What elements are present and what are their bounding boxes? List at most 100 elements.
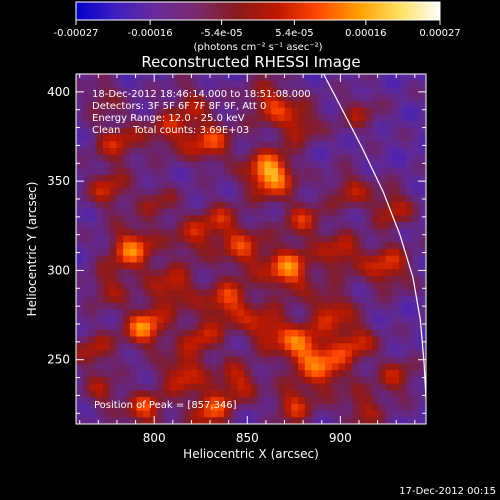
heatmap-cell xyxy=(331,94,339,102)
heatmap-cell xyxy=(304,417,312,424)
heatmap-cell xyxy=(257,168,265,176)
heatmap-cell xyxy=(203,262,212,270)
heatmap-cell xyxy=(419,403,426,411)
heatmap-cell xyxy=(412,134,420,142)
heatmap-cell xyxy=(271,87,279,95)
heatmap-cell xyxy=(217,269,225,277)
heatmap-cell xyxy=(338,215,346,223)
heatmap-cell xyxy=(203,403,212,411)
heatmap-cell xyxy=(136,269,144,277)
heatmap-cell xyxy=(176,148,185,156)
heatmap-cell xyxy=(284,228,292,236)
heatmap-cell xyxy=(109,94,117,102)
heatmap-cell xyxy=(338,289,346,297)
heatmap-cell xyxy=(392,195,400,203)
heatmap-cell xyxy=(419,201,426,210)
heatmap-cell xyxy=(277,376,286,385)
heatmap-cell xyxy=(419,188,426,196)
heatmap-cell xyxy=(76,87,84,95)
heatmap-cell xyxy=(150,269,158,277)
heatmap-cell xyxy=(298,87,306,95)
heatmap-cell xyxy=(163,269,171,277)
heatmap-cell xyxy=(412,181,420,189)
heatmap-cell xyxy=(197,215,205,223)
heatmap-cell xyxy=(284,282,292,290)
heatmap-cell xyxy=(392,255,400,263)
heatmap-cell xyxy=(318,336,326,344)
heatmap-cell xyxy=(176,275,185,284)
heatmap-cell xyxy=(230,121,238,129)
heatmap-cell xyxy=(150,74,158,82)
heatmap-cell xyxy=(378,134,387,142)
heatmap-cell xyxy=(123,201,131,210)
heatmap-cell xyxy=(311,242,319,250)
heatmap-cell xyxy=(351,154,360,162)
heatmap-cell xyxy=(116,397,124,405)
heatmap-cell xyxy=(102,403,111,411)
heatmap-cell xyxy=(311,141,319,149)
heatmap-cell xyxy=(325,249,333,257)
heatmap-cell xyxy=(277,195,286,203)
heatmap-cell xyxy=(89,127,97,135)
heatmap-cell xyxy=(150,195,158,203)
heatmap-cell xyxy=(163,349,171,358)
heatmap-cell xyxy=(392,201,400,210)
heatmap-cell xyxy=(284,235,292,243)
heatmap-cell xyxy=(372,390,380,398)
heatmap-cell xyxy=(197,87,205,95)
heatmap-cell xyxy=(264,262,272,270)
heatmap-cell xyxy=(123,107,131,115)
heatmap-cell xyxy=(150,168,158,176)
colorbar-tick-label: 0.00027 xyxy=(419,28,460,39)
heatmap-cell xyxy=(163,289,171,297)
heatmap-cell xyxy=(405,215,413,223)
heatmap-cell xyxy=(176,141,185,149)
heatmap-cell xyxy=(96,336,104,344)
heatmap-cell xyxy=(183,174,191,183)
heatmap-cell xyxy=(244,349,252,358)
heatmap-cell xyxy=(405,80,413,88)
heatmap-cell xyxy=(156,161,164,169)
heatmap-cell xyxy=(325,141,333,149)
heatmap-cell xyxy=(176,208,185,216)
heatmap-cell xyxy=(365,262,373,270)
heatmap-cell xyxy=(271,94,279,102)
heatmap-cell xyxy=(224,356,232,364)
heatmap-cell xyxy=(136,309,144,317)
heatmap-cell xyxy=(89,269,97,277)
heatmap-cell xyxy=(109,228,117,236)
heatmap-cell xyxy=(264,316,272,324)
heatmap-cell xyxy=(271,255,279,263)
heatmap-cell xyxy=(190,302,198,310)
heatmap-cell xyxy=(176,329,185,337)
heatmap-cell xyxy=(76,228,84,236)
heatmap-cell xyxy=(197,80,205,88)
heatmap-cell xyxy=(143,262,151,270)
heatmap-cell xyxy=(419,208,426,216)
heatmap-cell xyxy=(224,228,232,236)
heatmap-cell xyxy=(257,94,265,102)
heatmap-cell xyxy=(176,94,185,102)
heatmap-cell xyxy=(96,370,104,378)
heatmap-cell xyxy=(298,215,306,223)
heatmap-cell xyxy=(230,383,238,391)
heatmap-cell xyxy=(325,410,333,418)
heatmap-cell xyxy=(358,121,366,129)
heatmap-cell xyxy=(405,121,413,129)
heatmap-cell xyxy=(116,242,124,250)
heatmap-cell xyxy=(271,356,279,364)
heatmap-cell xyxy=(277,100,286,109)
heatmap-cell xyxy=(284,121,292,129)
heatmap-cell xyxy=(331,141,339,149)
heatmap-cell xyxy=(156,376,164,385)
heatmap-cell xyxy=(150,181,158,189)
heatmap-cell xyxy=(176,302,185,310)
heatmap-cell xyxy=(156,383,164,391)
heatmap-cell xyxy=(129,114,137,122)
heatmap-cell xyxy=(203,323,212,331)
heatmap-cell xyxy=(217,363,225,371)
heatmap-cell xyxy=(419,289,426,297)
heatmap-cell xyxy=(298,107,306,115)
heatmap-cell xyxy=(351,134,360,142)
heatmap-cell xyxy=(143,383,151,391)
